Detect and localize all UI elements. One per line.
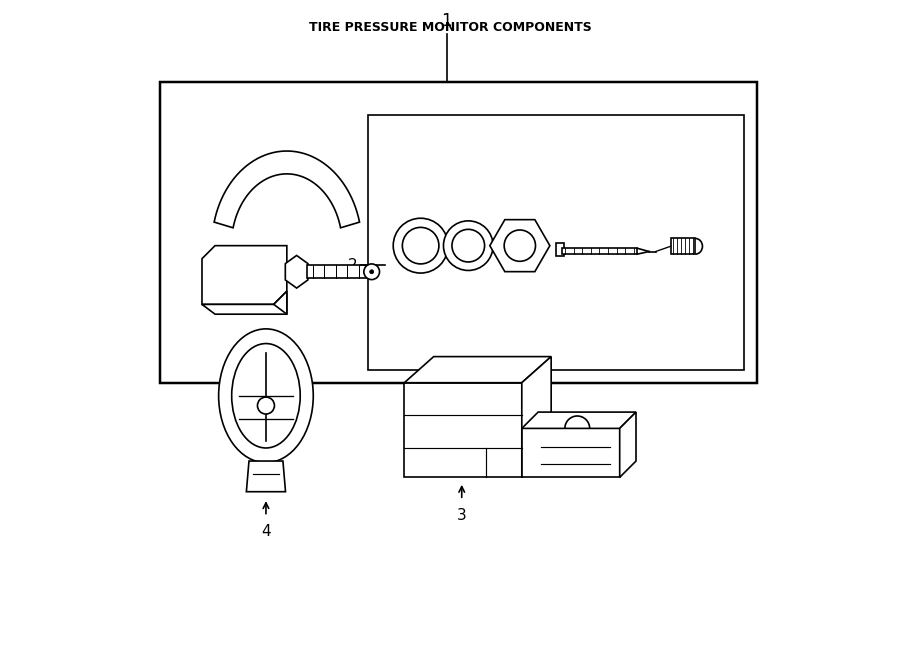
Text: TIRE PRESSURE MONITOR COMPONENTS: TIRE PRESSURE MONITOR COMPONENTS xyxy=(309,20,591,34)
Polygon shape xyxy=(202,246,287,305)
Polygon shape xyxy=(522,428,620,477)
Text: 3: 3 xyxy=(457,508,466,523)
Bar xyxy=(562,249,637,254)
Polygon shape xyxy=(490,219,550,272)
Polygon shape xyxy=(247,461,285,492)
Circle shape xyxy=(504,230,536,261)
Text: 1: 1 xyxy=(441,13,452,30)
Polygon shape xyxy=(285,255,308,288)
Polygon shape xyxy=(404,383,522,477)
Circle shape xyxy=(452,229,484,262)
Circle shape xyxy=(444,221,493,270)
Circle shape xyxy=(393,218,448,273)
Polygon shape xyxy=(522,412,636,428)
Bar xyxy=(368,115,743,369)
Polygon shape xyxy=(274,292,287,314)
Bar xyxy=(159,83,757,383)
Bar xyxy=(307,265,365,278)
Circle shape xyxy=(402,227,439,264)
Bar xyxy=(555,243,563,256)
Polygon shape xyxy=(522,356,551,477)
Bar xyxy=(670,239,696,254)
Circle shape xyxy=(364,264,380,280)
Text: 4: 4 xyxy=(261,524,271,539)
Text: 2: 2 xyxy=(347,258,357,273)
Polygon shape xyxy=(620,412,636,477)
Ellipse shape xyxy=(231,344,301,448)
Polygon shape xyxy=(214,151,359,228)
Circle shape xyxy=(370,270,374,274)
Polygon shape xyxy=(404,356,551,383)
Polygon shape xyxy=(202,292,287,314)
Circle shape xyxy=(257,397,274,414)
Ellipse shape xyxy=(219,329,313,463)
